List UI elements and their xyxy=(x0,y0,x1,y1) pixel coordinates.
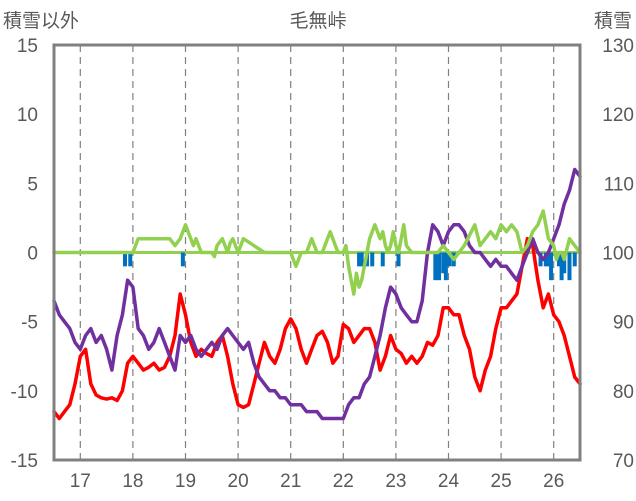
bar-mark xyxy=(396,252,401,267)
y-left-tick-label: -10 xyxy=(11,382,38,403)
bar-mark xyxy=(180,252,185,267)
x-tick-label: 19 xyxy=(175,471,196,492)
x-tick-label: 17 xyxy=(70,471,91,492)
y-right-tick-label: 120 xyxy=(602,105,634,126)
y-right-axis-label: 積雪 xyxy=(594,10,632,32)
y-right-tick-label: 70 xyxy=(613,451,634,472)
y-right-tick-label: 90 xyxy=(613,313,634,334)
bar-mark xyxy=(128,252,133,267)
x-tick-label: 21 xyxy=(280,471,301,492)
x-tick-label: 23 xyxy=(385,471,406,492)
bar-mark xyxy=(549,252,554,281)
y-right-tick-label: 130 xyxy=(602,36,634,57)
x-tick-label: 18 xyxy=(122,471,143,492)
x-tick-label: 26 xyxy=(543,471,564,492)
bar-mark xyxy=(357,252,362,267)
chart-title: 毛無峠 xyxy=(289,10,346,32)
y-right-tick-label: 100 xyxy=(602,244,634,265)
x-tick-label: 25 xyxy=(491,471,512,492)
y-right-tick-labels: 130 120 110 100 90 80 70 xyxy=(602,36,634,472)
bar-mark xyxy=(572,252,577,267)
y-left-tick-label: 0 xyxy=(27,244,38,265)
y-left-tick-label: -15 xyxy=(11,451,38,472)
bar-mark xyxy=(556,252,561,267)
y-left-tick-label: -5 xyxy=(21,313,38,334)
bar-mark xyxy=(359,252,364,267)
x-tick-label: 22 xyxy=(333,471,354,492)
bar-mark xyxy=(447,252,452,267)
y-left-tick-label: 15 xyxy=(17,36,38,57)
bar-mark xyxy=(433,252,438,281)
x-tick-label: 24 xyxy=(438,471,460,492)
bar-mark xyxy=(370,252,375,267)
bar-mark xyxy=(443,252,448,281)
y-right-tick-label: 80 xyxy=(613,382,634,403)
series-line-1 xyxy=(52,167,582,421)
x-tick-label: 20 xyxy=(228,471,249,492)
bar-mark xyxy=(380,252,385,267)
bar-mark xyxy=(546,252,551,267)
bar-mark xyxy=(123,252,128,267)
y-left-tick-label: 10 xyxy=(17,105,38,126)
bar-mark xyxy=(441,252,446,274)
bar-mark xyxy=(559,252,564,281)
bar-mark xyxy=(437,252,442,281)
y-left-tick-labels: 15 10 5 0 -5 -10 -15 xyxy=(11,36,38,472)
bar-mark xyxy=(538,252,543,267)
y-right-tick-label: 110 xyxy=(604,174,634,195)
y-left-tick-label: 5 xyxy=(27,174,38,195)
bar-mark xyxy=(567,252,572,281)
bar-mark xyxy=(562,252,567,274)
x-tick-labels: 17 18 19 20 21 22 23 24 25 26 xyxy=(70,471,565,492)
bar-mark xyxy=(543,252,548,267)
line-series xyxy=(52,167,582,421)
plot-frame xyxy=(52,43,582,462)
series-line-0 xyxy=(52,236,582,421)
series-line-2 xyxy=(52,209,582,296)
y-left-axis-label: 積雪以外 xyxy=(3,10,79,32)
